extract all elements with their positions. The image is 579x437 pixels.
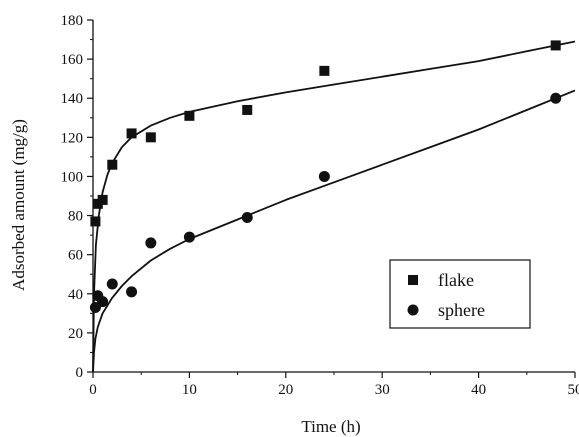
data-point-flake xyxy=(319,65,330,76)
y-tick-label: 120 xyxy=(61,130,84,146)
fit-curves xyxy=(92,40,576,373)
data-point-flake xyxy=(184,110,195,121)
y-tick-label: 140 xyxy=(61,91,84,107)
data-point-sphere xyxy=(97,296,109,308)
legend: flake sphere xyxy=(389,259,531,329)
x-tick-label: 40 xyxy=(471,382,486,398)
legend-marker-flake xyxy=(408,275,418,285)
fit-curve-sphere xyxy=(92,89,576,373)
data-point-flake xyxy=(242,104,253,115)
fit-curve-flake xyxy=(92,40,576,373)
y-tick-label: 40 xyxy=(68,287,83,303)
y-axis-label: Adsorbed amount (mg/g) xyxy=(9,119,28,291)
y-tick-label: 60 xyxy=(68,248,83,264)
legend-label-flake: flake xyxy=(438,270,474,290)
y-tick-label: 80 xyxy=(68,209,83,225)
legend-label-sphere: sphere xyxy=(438,300,485,320)
data-points xyxy=(89,40,562,313)
x-tick-label: 20 xyxy=(278,382,293,398)
y-tick-label: 160 xyxy=(61,52,84,68)
data-point-sphere xyxy=(106,278,118,290)
data-point-flake xyxy=(90,216,101,227)
x-axis-label: Time (h) xyxy=(301,417,360,436)
y-tick-label: 100 xyxy=(61,169,84,185)
x-tick-label: 0 xyxy=(89,382,97,398)
data-point-flake xyxy=(145,132,156,143)
data-point-flake xyxy=(550,40,561,51)
data-point-sphere xyxy=(183,231,195,243)
data-point-sphere xyxy=(550,92,562,104)
y-tick-label: 0 xyxy=(76,365,84,381)
axes: 0 10 20 30 40 50 0 20 40 60 80 100 120 140 160 180 xyxy=(61,13,579,398)
data-point-flake xyxy=(126,128,137,139)
data-point-flake xyxy=(97,194,108,205)
x-tick-label: 10 xyxy=(182,382,197,398)
legend-marker-sphere xyxy=(407,304,419,316)
y-tick-label: 180 xyxy=(61,13,84,29)
y-tick-label: 20 xyxy=(68,326,83,342)
x-tick-label: 50 xyxy=(568,382,579,398)
data-point-flake xyxy=(107,159,118,170)
data-point-sphere xyxy=(126,286,138,298)
legend-box xyxy=(389,259,531,329)
data-point-sphere xyxy=(318,170,330,182)
data-point-sphere xyxy=(241,212,253,224)
x-tick-label: 30 xyxy=(375,382,390,398)
data-point-sphere xyxy=(145,237,157,249)
